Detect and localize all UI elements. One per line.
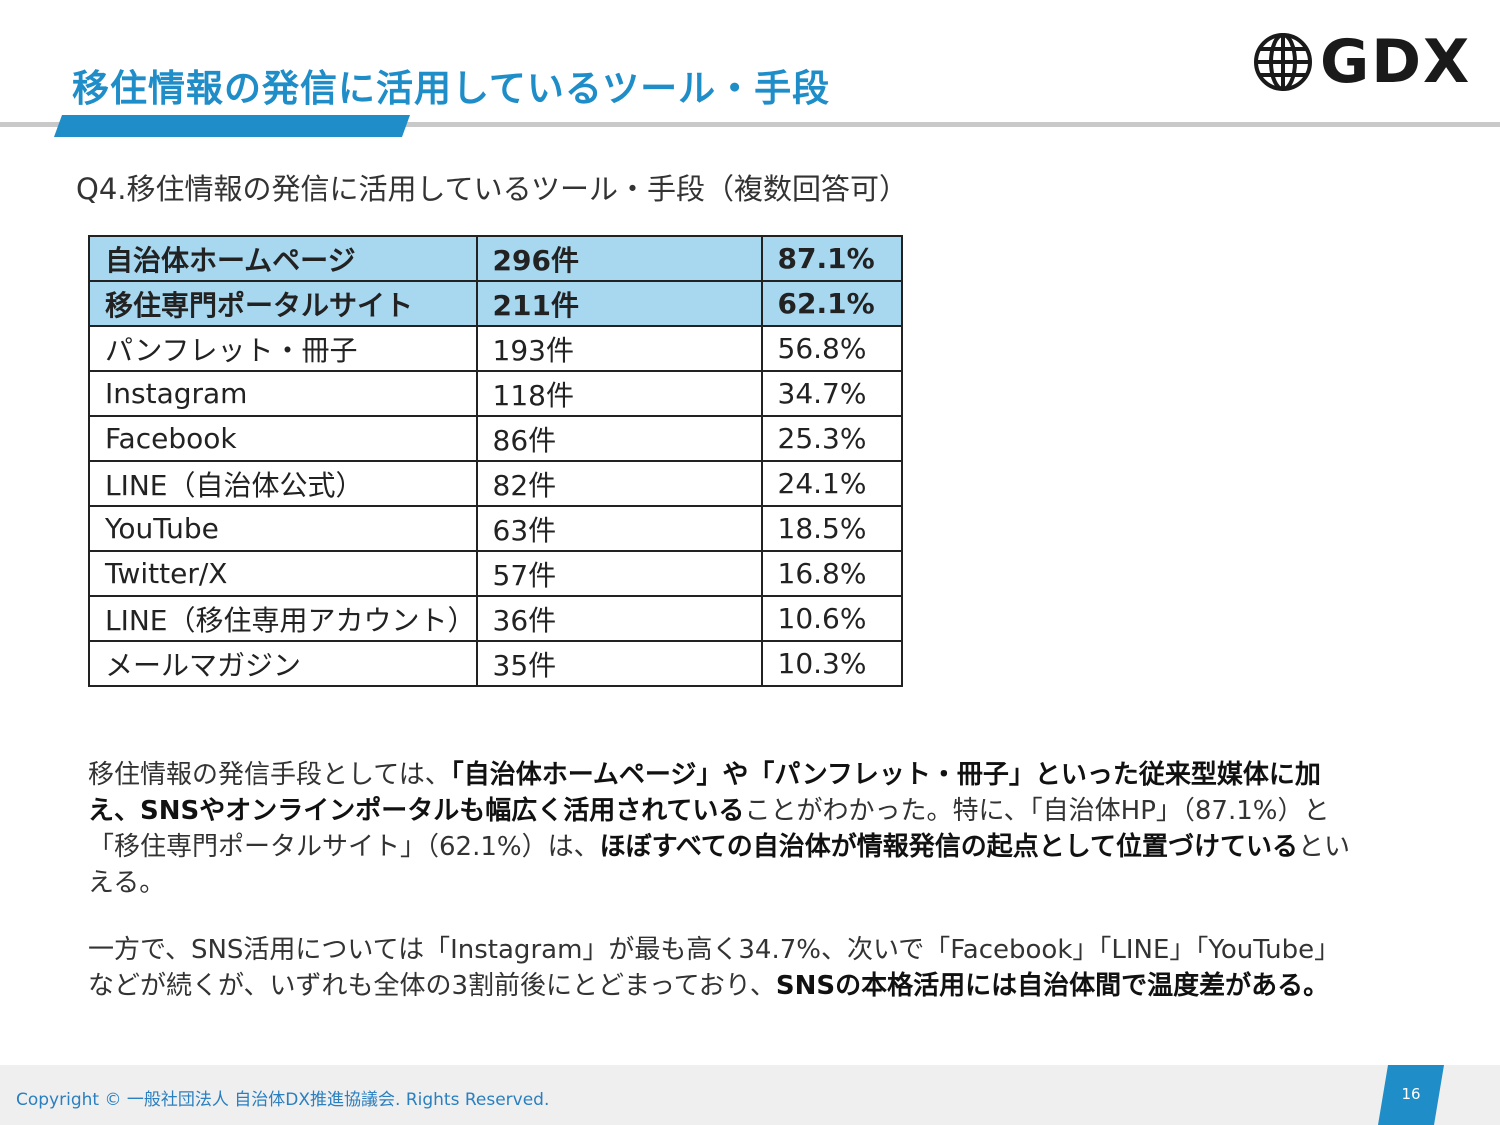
- footer-bar: [0, 1065, 1500, 1125]
- table-row: Instagram 118件 34.7%: [88, 370, 903, 417]
- tool-name-cell: 自治体ホームページ: [88, 235, 478, 282]
- tool-name-cell: Twitter/X: [88, 550, 478, 597]
- count-cell: 36件: [475, 595, 763, 642]
- question-heading: Q4.移住情報の発信に活用しているツール・手段（複数回答可）: [76, 172, 909, 206]
- count-cell: 211件: [475, 280, 763, 327]
- count-cell: 86件: [475, 415, 763, 462]
- table-row: Facebook 86件 25.3%: [88, 415, 903, 462]
- tool-name-cell: パンフレット・冊子: [88, 325, 478, 372]
- table-row: LINE（自治体公式） 82件 24.1%: [88, 460, 903, 507]
- p1-text-1: 移住情報の発信手段としては、: [88, 760, 451, 790]
- count-cell: 57件: [475, 550, 763, 597]
- tools-table: 自治体ホームページ 296件 87.1% 移住専門ポータルサイト 211件 62.1% パン…: [88, 235, 903, 687]
- header-divider: [0, 122, 1500, 127]
- percent-cell: 10.3%: [760, 640, 903, 687]
- table-row: 移住専門ポータルサイト 211件 62.1%: [88, 280, 903, 327]
- percent-cell: 10.6%: [760, 595, 903, 642]
- count-cell: 82件: [475, 460, 763, 507]
- table-row: メールマガジン 35件 10.3%: [88, 640, 903, 687]
- percent-cell: 62.1%: [760, 280, 903, 327]
- page-title: 移住情報の発信に活用しているツール・手段: [72, 67, 831, 110]
- p1-bold-1: 「自治体ホームページ」や「パンフレット・冊子」といった従来型媒体に加え、SNSや…: [88, 760, 1321, 826]
- table-row: Twitter/X 57件 16.8%: [88, 550, 903, 597]
- table-row: YouTube 63件 18.5%: [88, 505, 903, 552]
- summary-paragraph-1: 移住情報の発信手段としては、「自治体ホームページ」や「パンフレット・冊子」といっ…: [88, 757, 1353, 901]
- p1-text-2: ことがわかった。特に、「自治体HP」（87.1%）と「移住専門ポータルサイト」（…: [88, 796, 1330, 862]
- p1-bold-2: ほぼすべての自治体が情報発信の起点として位置づけている: [599, 832, 1298, 862]
- tool-name-cell: 移住専門ポータルサイト: [88, 280, 478, 327]
- tool-name-cell: Instagram: [88, 370, 478, 417]
- percent-cell: 56.8%: [760, 325, 903, 372]
- count-cell: 118件: [475, 370, 763, 417]
- logo-text: GDX: [1320, 27, 1472, 97]
- tool-name-cell: LINE（移住専用アカウント）: [88, 595, 478, 642]
- percent-cell: 18.5%: [760, 505, 903, 552]
- table-row: パンフレット・冊子 193件 56.8%: [88, 325, 903, 372]
- tool-name-cell: LINE（自治体公式）: [88, 460, 478, 507]
- count-cell: 296件: [475, 235, 763, 282]
- p1-text-3: といえる。: [88, 832, 1350, 898]
- page-number: 16: [1378, 1065, 1444, 1125]
- header-accent-bar: [54, 115, 410, 137]
- gdx-logo: GDX: [1252, 30, 1471, 94]
- summary-paragraph-2: 一方で、SNS活用については「Instagram」が最も高く34.7%、次いで「…: [88, 932, 1353, 1004]
- percent-cell: 25.3%: [760, 415, 903, 462]
- percent-cell: 34.7%: [760, 370, 903, 417]
- table-row: 自治体ホームページ 296件 87.1%: [88, 235, 903, 282]
- percent-cell: 16.8%: [760, 550, 903, 597]
- percent-cell: 87.1%: [760, 235, 903, 282]
- tool-name-cell: YouTube: [88, 505, 478, 552]
- copyright-text: Copyright © 一般社団法人 自治体DX推進協議会. Rights Re…: [16, 1090, 550, 1110]
- tool-name-cell: メールマガジン: [88, 640, 478, 687]
- globe-icon: [1254, 33, 1312, 91]
- table-row: LINE（移住専用アカウント） 36件 10.6%: [88, 595, 903, 642]
- percent-cell: 24.1%: [760, 460, 903, 507]
- p2-bold-1: SNSの本格活用には自治体間で温度差がある。: [775, 971, 1330, 1001]
- tool-name-cell: Facebook: [88, 415, 478, 462]
- count-cell: 63件: [475, 505, 763, 552]
- count-cell: 35件: [475, 640, 763, 687]
- p2-text-1: 一方で、SNS活用については「Instagram」が最も高く34.7%、次いで「…: [88, 935, 1341, 1001]
- count-cell: 193件: [475, 325, 763, 372]
